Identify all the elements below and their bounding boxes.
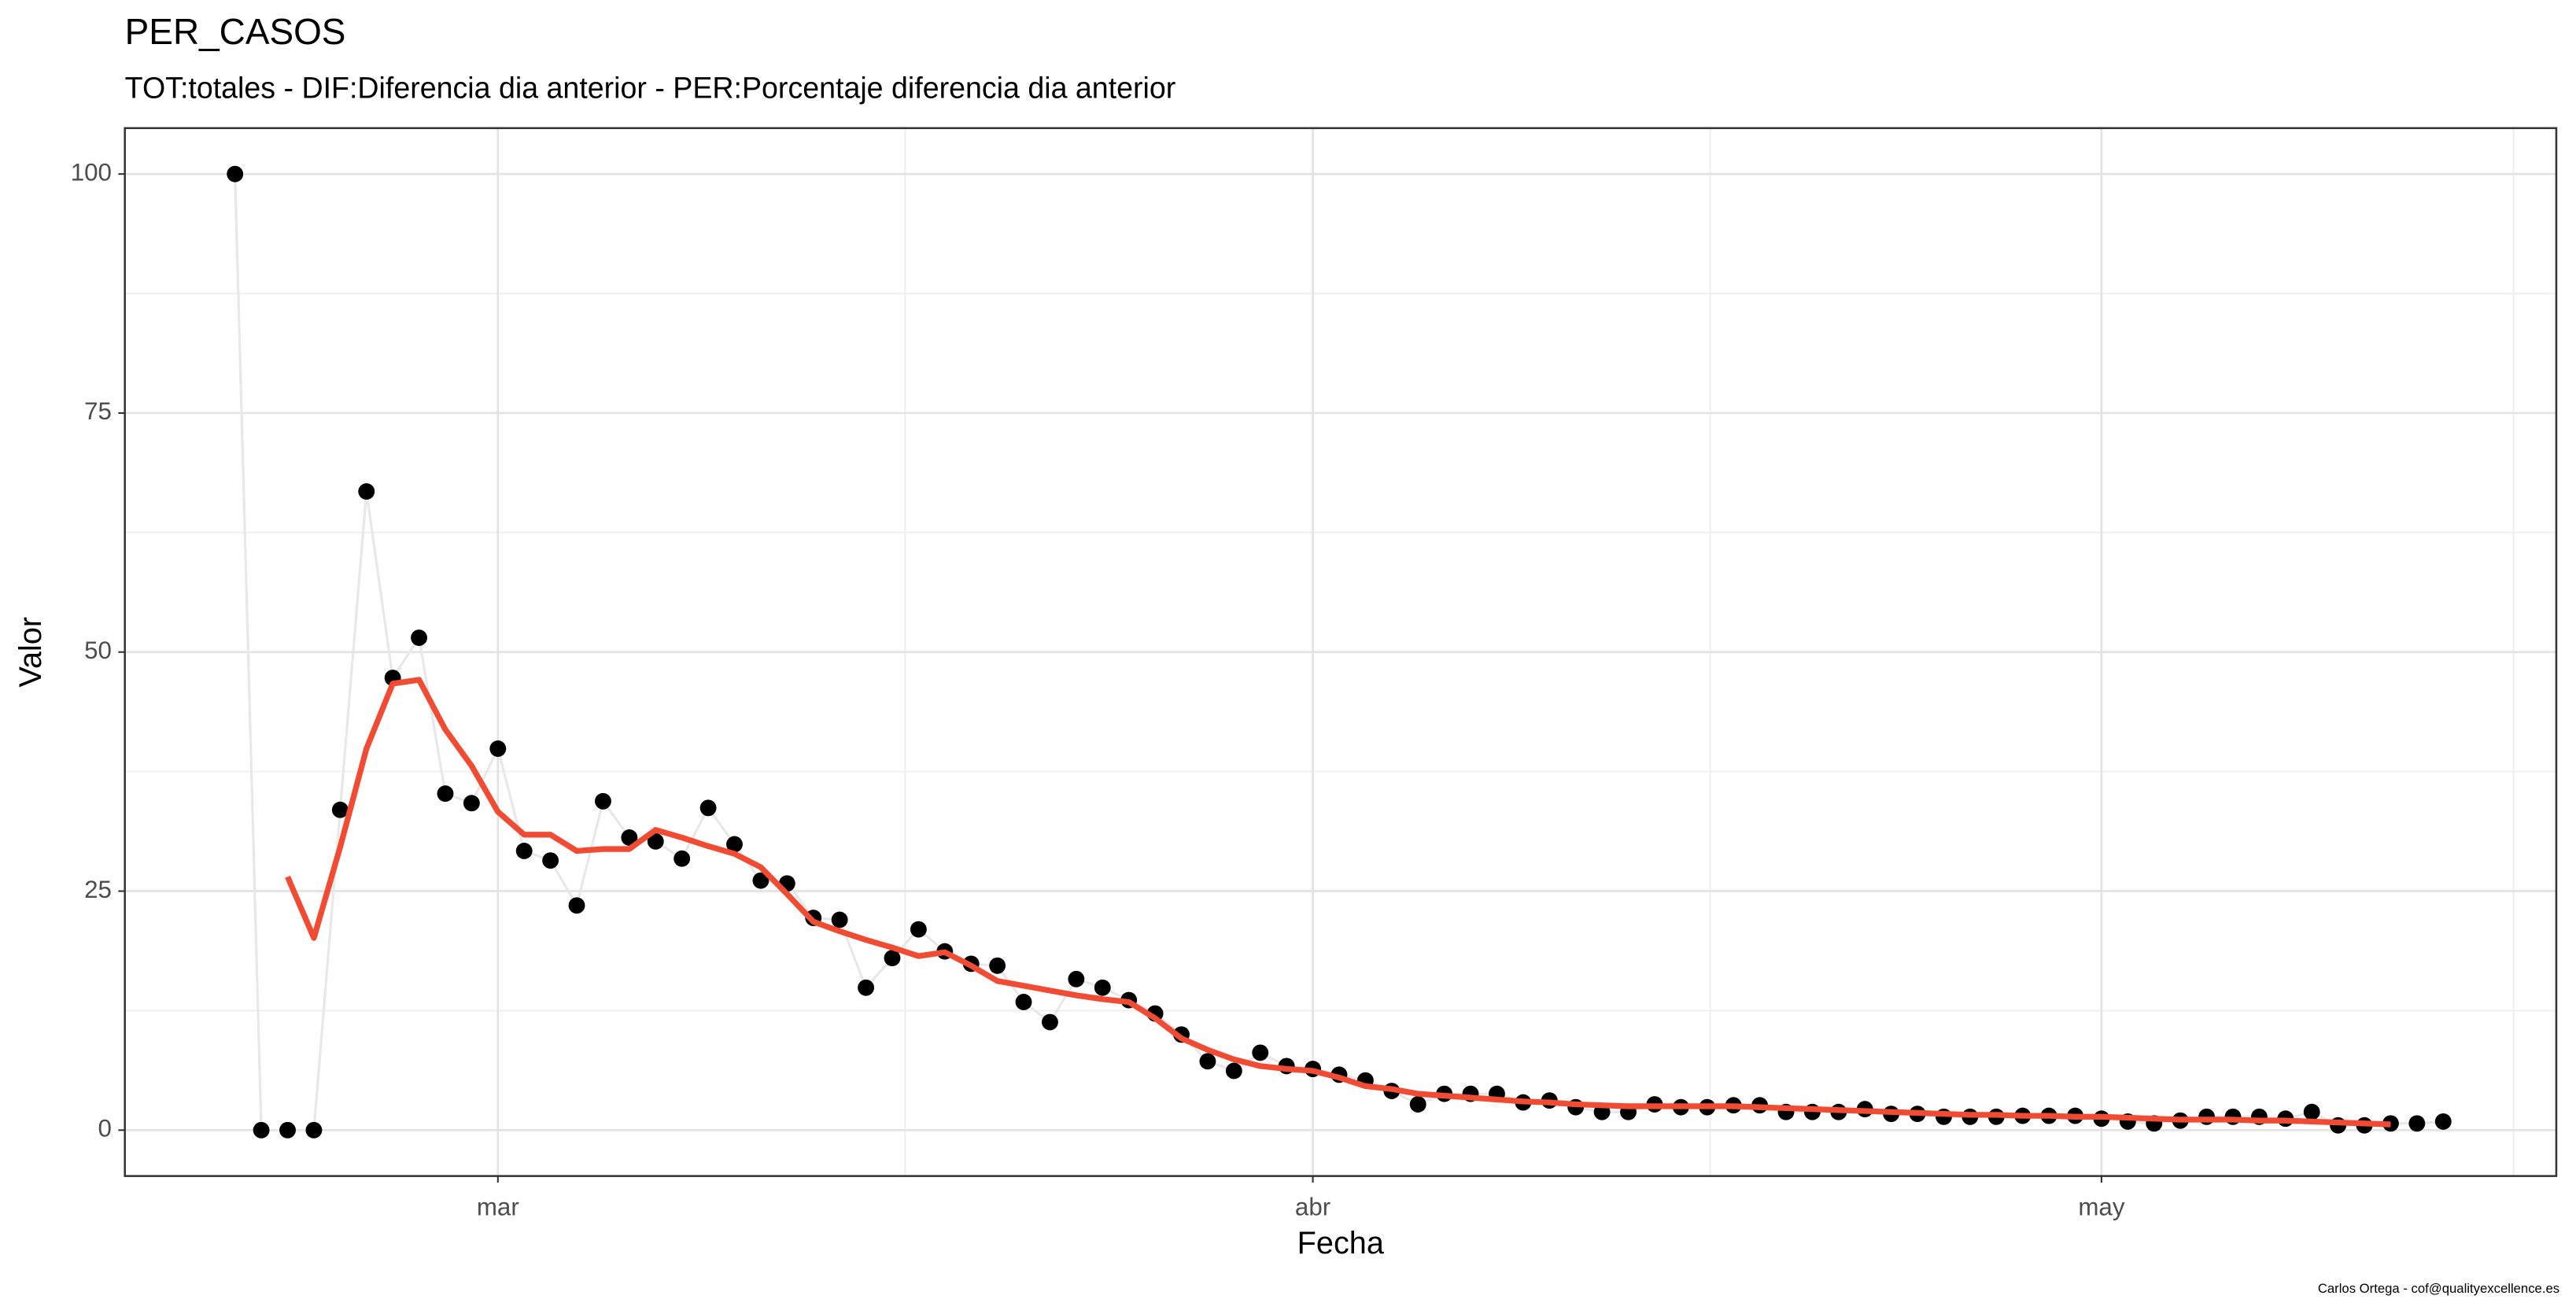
data-point [358, 483, 375, 500]
data-point [621, 829, 638, 846]
data-point [699, 799, 717, 817]
data-point [279, 1121, 296, 1139]
data-point [647, 832, 664, 850]
y-tick-label: 0 [98, 1115, 112, 1142]
data-point [305, 1121, 323, 1139]
data-point [568, 897, 585, 914]
data-point [1094, 979, 1111, 996]
chart-title: PER_CASOS [125, 11, 346, 52]
y-axis-label: Valor [13, 617, 48, 688]
data-point [331, 801, 349, 818]
data-point [1225, 1062, 1242, 1080]
x-tick-label: abr [1295, 1194, 1330, 1221]
data-point [489, 740, 507, 757]
data-point [1015, 994, 1032, 1010]
y-tick-label: 25 [84, 876, 112, 903]
data-point [2408, 1115, 2426, 1132]
x-tick-label: mar [477, 1194, 519, 1221]
chart-subtitle: TOT:totales - DIF:Diferencia dia anterio… [125, 72, 1176, 105]
data-point [1252, 1044, 1269, 1061]
data-point [1042, 1013, 1058, 1031]
caption: Carlos Ortega - cof@qualityexcellence.es [2318, 1281, 2559, 1296]
data-point [542, 852, 559, 869]
data-point [437, 785, 454, 803]
data-point [884, 950, 901, 967]
data-point [595, 792, 611, 810]
data-point [2434, 1113, 2452, 1130]
data-point [2303, 1103, 2320, 1120]
y-tick-label: 100 [71, 158, 112, 186]
x-tick-label: may [2078, 1194, 2124, 1221]
trend-line [285, 677, 2391, 1128]
data-point [752, 872, 769, 889]
plot-border [124, 127, 2558, 1177]
data-point [858, 979, 875, 996]
data-point [910, 921, 927, 938]
data-point [726, 836, 743, 853]
y-tick-label: 75 [84, 397, 112, 425]
data-point [831, 911, 848, 928]
y-tick-label: 50 [84, 637, 112, 664]
data-point [674, 850, 691, 867]
data-point [253, 1121, 270, 1139]
data-point [989, 957, 1006, 974]
data-point [1409, 1096, 1426, 1113]
data-point [1068, 970, 1085, 987]
data-point [463, 795, 480, 812]
data-point [515, 843, 533, 859]
data-point [411, 629, 428, 646]
data-point [1199, 1053, 1216, 1070]
data-point [227, 165, 244, 183]
x-axis-label: Fecha [1297, 1226, 1385, 1260]
